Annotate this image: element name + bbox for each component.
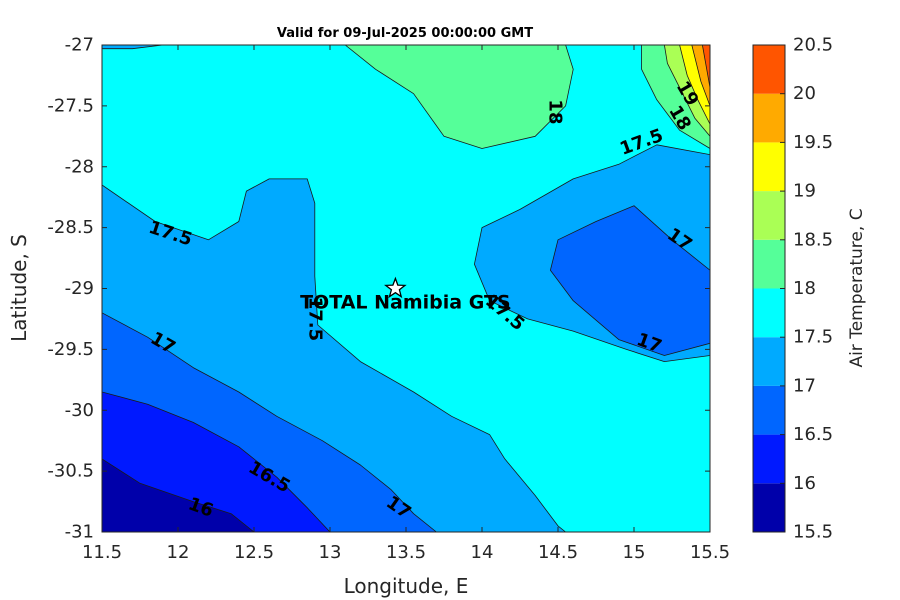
site-layer: TOTAL Namibia GTS (300, 276, 511, 314)
y-axis-ticks: -27 -27.5 -28 -28.5 -29 -29.5 -30 -30.5 -31 (47, 35, 710, 543)
x-tick-label: 12 (167, 542, 190, 563)
x-tick-label: 15.5 (690, 542, 730, 563)
colorbar-segment-1 (753, 434, 785, 484)
colorbar-tick-label: 17 (793, 375, 816, 396)
colorbar: 15.5 16 16.5 17 17.5 18 18.5 19 19.5 20 20.5 (752, 35, 833, 543)
y-tick-label: -27 (65, 35, 94, 56)
colorbar-segment-5 (753, 239, 785, 289)
colorbar-tick-label: 16 (793, 473, 816, 494)
colorbar-tick-label: 16.5 (793, 424, 833, 445)
y-tick-label: -30 (65, 400, 94, 421)
contour-region-16-5-4 (550, 205, 710, 356)
chart-title: Valid for 09-Jul-2025 00:00:00 GMT (277, 26, 533, 41)
contour-label-10: 18 (544, 99, 565, 124)
x-tick-label: 15 (623, 542, 646, 563)
colorbar-segment-9 (753, 45, 785, 94)
x-tick-label: 11.5 (82, 542, 122, 563)
colorbar-segment-0 (753, 483, 785, 532)
x-axis-label: Longitude, E (344, 574, 469, 598)
y-tick-label: -28 (65, 156, 94, 177)
x-tick-label: 13 (319, 542, 342, 563)
y-tick-label: -28.5 (47, 217, 94, 238)
y-tick-label: -27.5 (47, 95, 94, 116)
contour-region-18-7 (344, 45, 574, 149)
contour-region-15-5-6 (102, 458, 255, 532)
x-tick-label: 12.5 (234, 542, 274, 563)
contour-region-20-12 (702, 45, 710, 88)
x-tick-label: 14 (471, 542, 494, 563)
site-label: TOTAL Namibia GTS (300, 292, 511, 314)
colorbar-tick-label: 18.5 (793, 229, 833, 250)
colorbar-segment-6 (753, 191, 785, 240)
y-tick-label: -29.5 (47, 339, 94, 360)
contour-fill-layer (102, 45, 710, 532)
y-tick-label: -30.5 (47, 461, 94, 482)
colorbar-tick-label: 19.5 (793, 132, 833, 153)
contour-label-5: 17.5 (304, 297, 325, 341)
colorbar-label: Air Temperature, C (847, 208, 867, 367)
y-tick-label: -31 (65, 522, 94, 543)
colorbar-tick-label: 18 (793, 278, 816, 299)
contour-region-17-5-13 (102, 45, 164, 50)
colorbar-segment-3 (753, 337, 785, 386)
colorbar-segment-4 (753, 288, 785, 338)
y-axis-label: Latitude, S (7, 234, 31, 342)
x-axis-ticks: 11.5 12 12.5 13 13.5 14 14.5 15 15.5 (82, 45, 730, 563)
x-tick-label: 14.5 (538, 542, 578, 563)
colorbar-segment-2 (753, 385, 785, 435)
colorbar-tick-label: 20.5 (793, 35, 833, 56)
colorbar-tick-label: 15.5 (793, 522, 833, 543)
x-tick-label: 13.5 (386, 542, 426, 563)
colorbar-tick-label: 20 (793, 83, 816, 104)
y-tick-label: -29 (65, 278, 94, 299)
site-star-marker (384, 276, 407, 299)
colorbar-segment-7 (753, 142, 785, 192)
colorbar-tick-label: 19 (793, 181, 816, 202)
colorbar-tick-label: 17.5 (793, 327, 833, 348)
colorbar-segment-8 (753, 93, 785, 143)
